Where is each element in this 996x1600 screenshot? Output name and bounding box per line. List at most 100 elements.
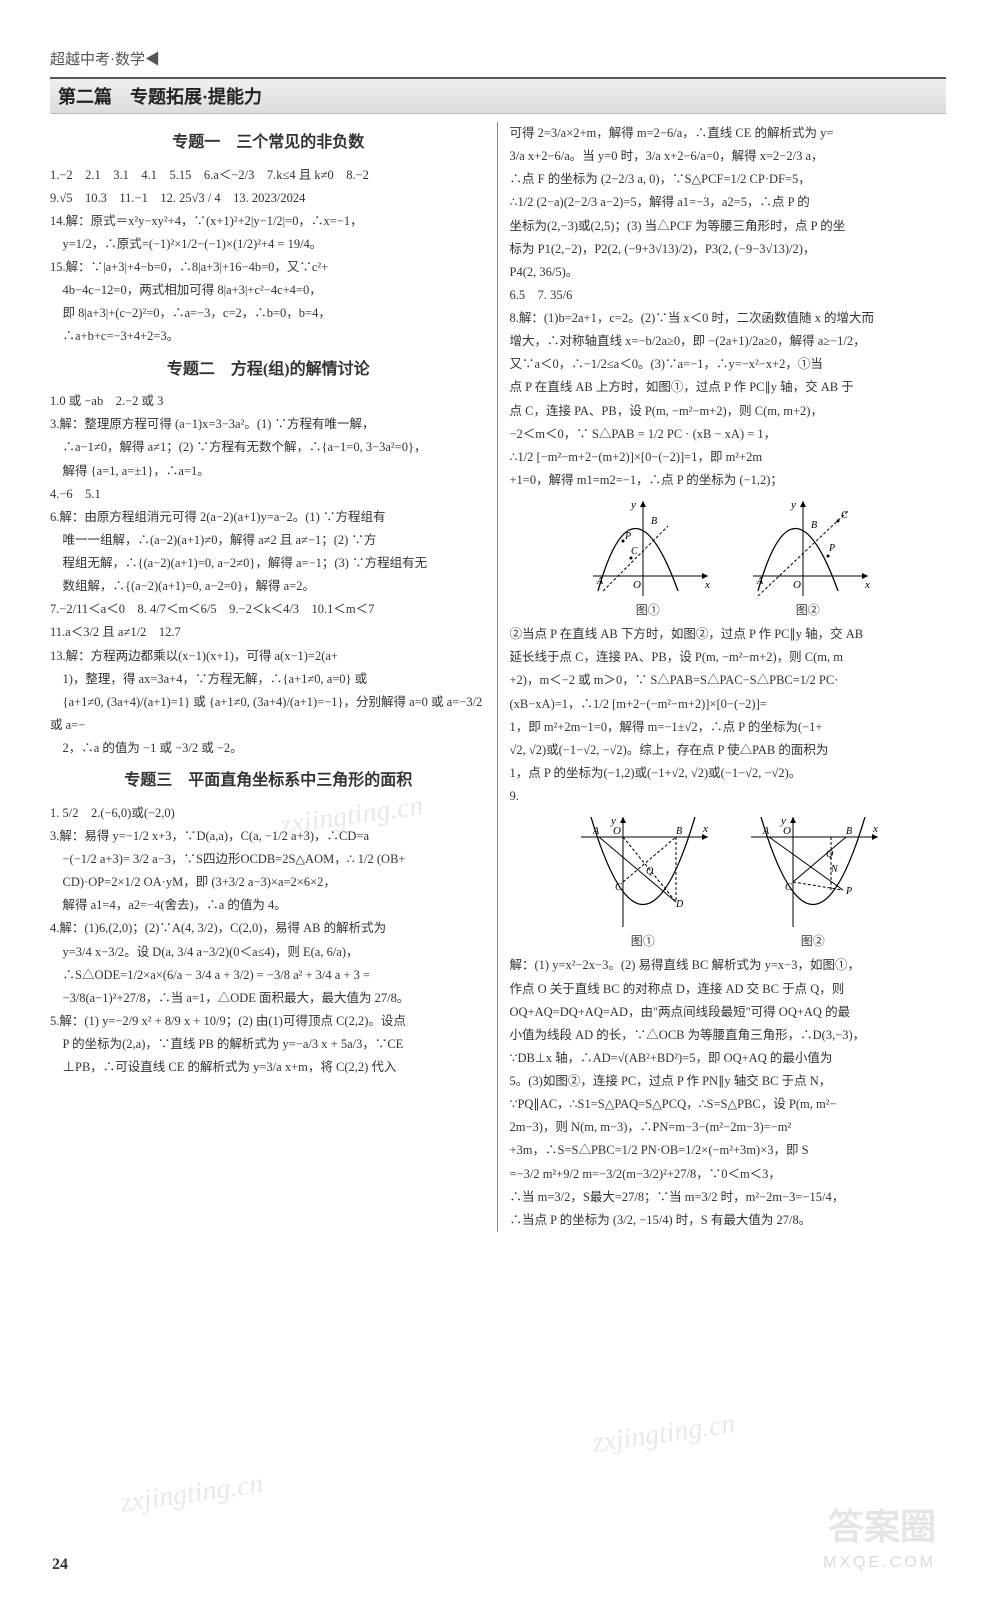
text-line: y=1/2，∴原式=(−1)²×1/2−(−1)×(1/2)²+4 = 19/4… [50,233,487,256]
text-line: √2, √2)或(−1−√2, −√2)。综上，存在点 P 使△PAB 的面积为 [510,739,947,762]
text-line: =−3/2 m²+9/2 m=−3/2(m−3/2)²+27/8，∵0＜m＜3， [510,1163,947,1186]
text-line: ∴1/2 [−m²−m+2−(m+2)]×[0−(−2)]=1，即 m²+2m [510,446,947,469]
diagram-row-1: x y O A B P C 图① [510,496,947,621]
page-header: 超越中考·数学◀ [50,48,946,69]
text-line: y=3/4 x−3/2。设 D(a, 3/4 a−3/2)(0＜a≤4)，则 E… [50,941,487,964]
text-line: 7.−2/11＜a＜0 8. 4/7＜m＜6/5 9.−2＜k＜4/3 10.1… [50,598,487,621]
text-line: ∴1/2 (2−a)(2−2/3 a−2)=5，解得 a1=−3，a2=5，∴点… [510,191,947,214]
text-line: 程组无解，∴{(a−2)(a+1)=0, a−2≠0}，解得 a=−1；(3) … [50,552,487,575]
svg-text:B: B [676,826,682,837]
diagram-row-2: x y O A B C Q D 图① [510,812,947,952]
svg-text:A: A [596,576,604,587]
svg-text:x: x [704,579,710,591]
text-line: 3.解：易得 y=−1/2 x+3，∵D(a,a)，C(a, −1/2 a+3)… [50,825,487,848]
text-line: 6.5 7. 35/6 [510,284,947,307]
text-line: 9. [510,785,947,808]
text-line: 数组解，∴{(a−2)(a+1)=0, a−2=0}，解得 a=2。 [50,575,487,598]
text-line: 15.解：∵|a+3|+4−b=0，∴8|a+3|+16−4b=0，又∵c²+ [50,256,487,279]
text-line: ∴a+b+c=−3+4+2=3。 [50,325,487,348]
text-line: 5。(3)如图②，连接 PC，过点 P 作 PN∥y 轴交 BC 于点 N， [510,1070,947,1093]
text-line: −2＜m＜0，∵ S△PAB = 1/2 PC · (xB − xA) = 1， [510,423,947,446]
text-line: 4.−6 5.1 [50,483,487,506]
text-line: CD)·OP=2×1/2 OA·yM，即 (3+3/2 a−3)×a=2×6×2… [50,871,487,894]
text-line: +3m，∴S=S△PBC=1/2 PN·OB=1/2×(−m²+3m)×3，即 … [510,1139,947,1162]
text-line: 4.解：(1)6,(2,0)；(2)∵A(4, 3/2)，C(2,0)，易得 A… [50,917,487,940]
text-line: −3/8(a−1)²+27/8，∴当 a=1，△ODE 面积最大，最大值为 27… [50,987,487,1010]
svg-text:C: C [785,882,792,893]
text-line: ∵DB⊥x 轴，∴AD=√(AB²+BD²)=5，即 OQ+AQ 的最小值为 [510,1047,947,1070]
text-line: 解得 a1=4，a2=−4(舍去)，∴a 的值为 4。 [50,894,487,917]
left-column: 专题一 三个常见的非负数 1.−2 2.1 3.1 4.1 5.15 6.a＜−… [50,122,498,1232]
text-line: P4(2, 36/5)。 [510,261,947,284]
watermark-logo: 答案圈 [828,1498,936,1550]
text-line: −(−1/2 a+3)= 3/2 a−3，∵S四边形OCDB=2S△AOM，∴ … [50,848,487,871]
text-line: 1.−2 2.1 3.1 4.1 5.15 6.a＜−2/3 7.k≤4 且 k… [50,164,487,187]
text-line: 9.√5 10.3 11.−1 12. 25√3 / 4 13. 2023/20… [50,187,487,210]
text-line: +2)，m＜−2 或 m＞0，∵ S△PAB=S△PAC−S△PBC=1/2 P… [510,669,947,692]
text-line: ∴当点 P 的坐标为 (3/2, −15/4) 时，S 有最大值为 27/8。 [510,1209,947,1232]
svg-text:y: y [790,499,796,511]
diagram-label: 图② [743,930,883,952]
diagram-1b: x y O A B C P 图② [743,496,873,621]
text-line: 点 C，连接 PA、PB，设 P(m, −m²−m+2)，则 C(m, m+2)… [510,400,947,423]
text-line: 13.解：方程两边都乘以(x−1)(x+1)，可得 a(x−1)=2(a+ [50,645,487,668]
svg-text:C: C [841,510,848,521]
page: 超越中考·数学◀ 第二篇 专题拓展·提能力 专题一 三个常见的非负数 1.−2 … [0,0,996,1600]
diagram-label: 图① [573,930,713,952]
watermark-script: zxjingting.cn [118,1468,265,1520]
watermark-site: MXQE.COM [823,1554,936,1572]
text-line: 增大，∴对称轴直线 x=−b/2a≥0，即 −(2a+1)/2a≥0，解得 a≥… [510,330,947,353]
text-line: 1. 5/2 2.(−6,0)或(−2,0) [50,802,487,825]
text-line: 6.解：由原方程组消元可得 2(a−2)(a+1)y=a−2。(1) ∵方程组有 [50,506,487,529]
text-line: 1)，整理，得 ax=3a+4，∵方程无解，∴{a+1≠0, a=0} 或 [50,668,487,691]
svg-text:C: C [615,882,622,893]
text-line: ∴点 F 的坐标为 (2−2/3 a, 0)，∵S△PCF=1/2 CP·DF=… [510,168,947,191]
text-line: 1，点 P 的坐标为(−1,2)或(−1+√2, √2)或(−1−√2, −√2… [510,762,947,785]
text-line: 5.解：(1) y=−2/9 x² + 8/9 x + 10/9；(2) 由(1… [50,1010,487,1033]
topic3-title: 专题三 平面直角坐标系中三角形的面积 [50,766,487,796]
text-line: 3.解：整理原方程可得 (a−1)x=3−3a²。(1) ∵方程有唯一解， [50,413,487,436]
svg-text:O: O [613,825,621,837]
text-line: 2m−3)，则 N(m, m−3)，∴PN=m−3−(m²−2m−3)=−m² [510,1116,947,1139]
diagram-1a: x y O A B P C 图① [583,496,713,621]
text-line: 又∵a＜0，∴−1/2≤a＜0。(3)∵a=−1，∴y=−x²−x+2，①当 [510,353,947,376]
svg-text:O: O [783,825,791,837]
text-line: 1，即 m²+2m−1=0，解得 m=−1±√2，∴点 P 的坐标为(−1+ [510,716,947,739]
diagram-2a: x y O A B C Q D 图① [573,812,713,952]
text-line: 11.a＜3/2 且 a≠1/2 12.7 [50,621,487,644]
text-line: 解得 {a=1, a=±1}，∴a=1。 [50,460,487,483]
topic1-title: 专题一 三个常见的非负数 [50,128,487,158]
text-line: OQ+AQ=DQ+AQ=AD，由"两点间线段最短"可得 OQ+AQ 的最 [510,1001,947,1024]
text-line: 14.解：原式＝x²y−xy²+4，∵(x+1)²+2|y−1/2|=0，∴x=… [50,210,487,233]
svg-text:A: A [756,576,764,587]
watermark-script: zxjingting.cn [591,1408,738,1460]
text-line: 小值为线段 AD 的长，∵△OCB 为等腰直角三角形，∴D(3,−3)， [510,1024,947,1047]
right-column: 可得 2=3/a×2+m，解得 m=2−6/a，∴直线 CE 的解析式为 y= … [498,122,947,1232]
text-line: 唯一一组解，∴(a−2)(a+1)≠0，解得 a≠2 且 a≠−1；(2) ∵方 [50,529,487,552]
text-line: 点 P 在直线 AB 上方时，如图①，过点 P 作 PC∥y 轴，交 AB 于 [510,376,947,399]
svg-text:P: P [828,543,835,554]
topic2-title: 专题二 方程(组)的解情讨论 [50,355,487,385]
svg-text:P: P [845,886,852,897]
text-line: 延长线于点 C，连接 PA、PB，设 P(m, −m²−m+2)，则 C(m, … [510,646,947,669]
svg-text:C: C [631,546,638,557]
svg-text:D: D [675,899,684,910]
svg-text:O: O [793,579,801,591]
text-line: 4b−4c−12=0，两式相加可得 8|a+3|+c²−4c+4=0， [50,279,487,302]
page-number: 24 [52,1556,68,1574]
two-columns: 专题一 三个常见的非负数 1.−2 2.1 3.1 4.1 5.15 6.a＜−… [50,122,946,1232]
text-line: ②当点 P 在直线 AB 下方时，如图②，过点 P 作 PC∥y 轴，交 AB [510,623,947,646]
svg-text:A: A [762,826,770,837]
text-line: 2，∴a 的值为 −1 或 −3/2 或 −2。 [50,737,487,760]
svg-text:O: O [633,579,641,591]
diagram-label: 图② [743,599,873,621]
svg-text:B: B [651,516,657,527]
text-line: 8.解：(1)b=2a+1，c=2。(2)∵当 x＜0 时，二次函数值随 x 的… [510,307,947,330]
text-line: 作点 O 关于直线 BC 的对称点 D，连接 AD 交 BC 于点 Q，则 [510,978,947,1001]
text-line: ∵PQ∥AC，∴S1=S△PAQ=S△PCQ，∴S=S△PBC，设 P(m, m… [510,1093,947,1116]
diagram-2b: x y O A B C Q N P [743,812,883,952]
text-line: P 的坐标为(2,a)，∵直线 PB 的解析式为 y=−a/3 x + 5a/3… [50,1033,487,1056]
text-line: ∴S△ODE=1/2×a×(6/a − 3/4 a + 3/2) = −3/8 … [50,964,487,987]
text-line: 3/a x+2−6/a。当 y=0 时，3/a x+2−6/a=0，解得 x=2… [510,145,947,168]
svg-text:B: B [811,520,817,531]
